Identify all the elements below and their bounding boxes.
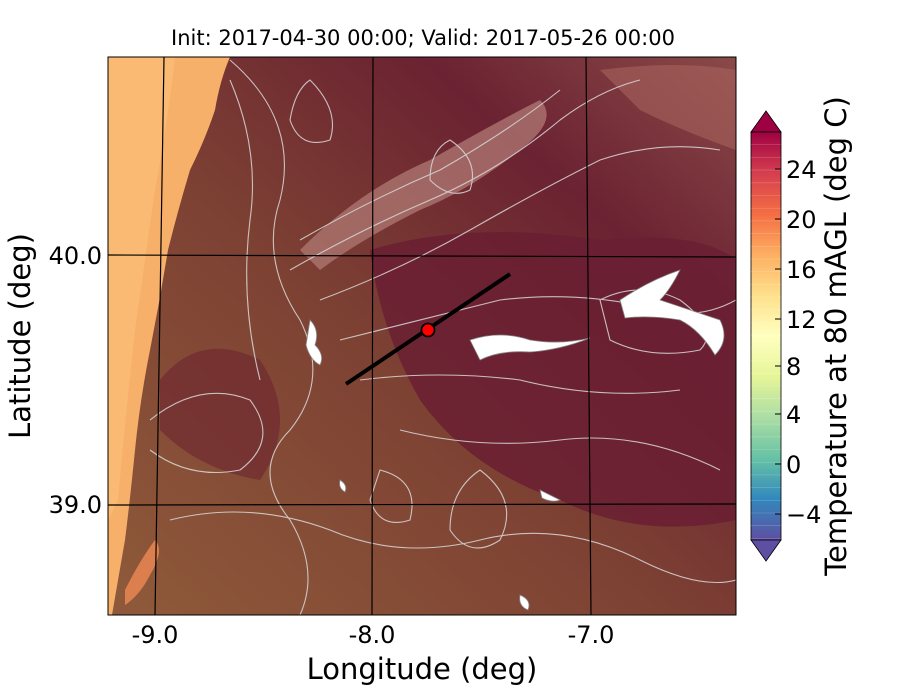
- colorbar-tick-label: 24: [786, 156, 817, 184]
- mountain-ridge: [600, 65, 736, 150]
- y-tick-label: 39.0: [49, 491, 102, 519]
- colorbar-tick-label: 16: [786, 256, 817, 284]
- x-tick-label: -8.0: [349, 621, 396, 649]
- x-tick-label: -9.0: [132, 621, 179, 649]
- colorbar-min-extension: [750, 539, 782, 562]
- colorbar-max-extension: [750, 110, 782, 133]
- colorbar-label: Temperature at 80 mAGL (deg C): [819, 96, 853, 577]
- colorbar-tick-label: 20: [786, 206, 817, 234]
- colorbar-ticks: 24 20 16 12 8 4 0 −4: [775, 156, 821, 529]
- map-panel: [108, 57, 736, 615]
- colorbar-tick-label: 12: [786, 306, 817, 334]
- map-frame: [107, 56, 737, 616]
- graticule: [108, 57, 736, 615]
- estuary: [125, 540, 159, 605]
- map-title: Init: 2017-04-30 00:00; Valid: 2017-05-2…: [171, 26, 675, 50]
- colorbar-tick-label: 4: [786, 401, 801, 429]
- x-tick-label: -7.0: [568, 621, 615, 649]
- x-axis-label: Longitude (deg): [307, 652, 538, 686]
- colorbar: [750, 110, 782, 562]
- ocean-shelf: [108, 57, 175, 520]
- colorbar-body: [750, 131, 782, 541]
- site-marker: [420, 322, 436, 338]
- colorbar-tick-label: 0: [786, 451, 801, 479]
- reservoirs: [305, 269, 725, 611]
- colorbar-tick-label: 8: [786, 353, 801, 381]
- y-axis-label: Latitude (deg): [3, 233, 37, 439]
- colorbar-tick-label: −4: [786, 501, 821, 529]
- y-tick-label: 40.0: [49, 242, 102, 270]
- warm-region: [160, 348, 280, 480]
